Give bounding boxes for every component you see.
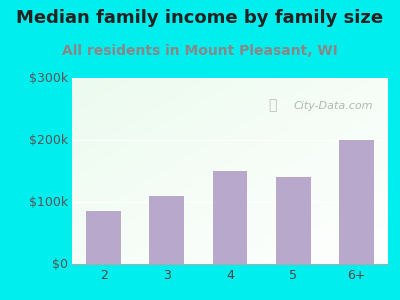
Text: $200k: $200k [29, 134, 68, 146]
Text: City-Data.com: City-Data.com [293, 101, 373, 111]
Text: $0: $0 [52, 257, 68, 271]
Text: $300k: $300k [29, 71, 68, 85]
Text: Ⓠ: Ⓠ [268, 98, 277, 112]
Text: All residents in Mount Pleasant, WI: All residents in Mount Pleasant, WI [62, 44, 338, 58]
Text: $100k: $100k [29, 196, 68, 208]
Text: Median family income by family size: Median family income by family size [16, 9, 384, 27]
Bar [150, 196, 184, 264]
Bar [339, 140, 374, 264]
Bar [86, 211, 121, 264]
Bar [276, 177, 310, 264]
Bar [213, 171, 247, 264]
